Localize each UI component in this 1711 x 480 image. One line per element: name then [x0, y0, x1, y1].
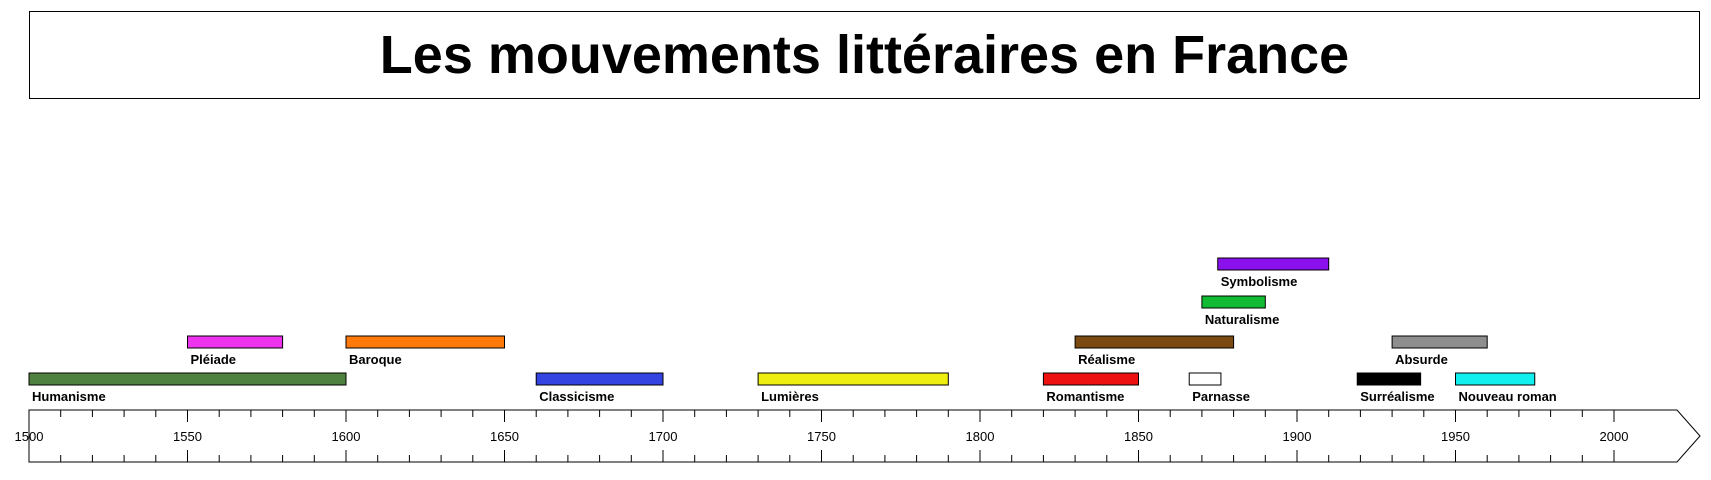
- movement-label: Classicisme: [539, 389, 614, 404]
- movement-label: Humanisme: [32, 389, 106, 404]
- movement-bar: [757, 372, 949, 386]
- movement-absurde: Absurde: [1391, 335, 1488, 367]
- movement-bar: [1188, 372, 1222, 386]
- year-label: 2000: [1600, 429, 1629, 444]
- year-label: 1800: [966, 429, 995, 444]
- timeline-axis: 1500 1550 1600 1650 1700 1750 1800 1850 1900 1950…: [15, 409, 1701, 463]
- year-label: 1550: [173, 429, 202, 444]
- movement-label: Réalisme: [1078, 352, 1135, 367]
- movement-label: Nouveau roman: [1459, 389, 1557, 404]
- year-label: 1900: [1283, 429, 1312, 444]
- movement-label: Symbolisme: [1221, 274, 1298, 289]
- movement-label: Lumières: [761, 389, 819, 404]
- movement-naturalisme: Naturalisme: [1201, 295, 1279, 327]
- movement-parnasse: Parnasse: [1188, 372, 1250, 404]
- year-label: 1700: [649, 429, 678, 444]
- year-label: 1950: [1441, 429, 1470, 444]
- movement-bar: [535, 372, 664, 386]
- movement-bar: [1201, 295, 1266, 309]
- movement-label: Absurde: [1395, 352, 1448, 367]
- movement-label: Naturalisme: [1205, 312, 1279, 327]
- movement-label: Surréalisme: [1360, 389, 1434, 404]
- movement-label: Romantisme: [1046, 389, 1124, 404]
- movement-label: Baroque: [349, 352, 402, 367]
- movement-romantisme: Romantisme: [1042, 372, 1140, 404]
- movement-label: Parnasse: [1192, 389, 1250, 404]
- year-label: 1500: [15, 429, 44, 444]
- movement-bar: [1455, 372, 1536, 386]
- movement-bar: [1074, 335, 1235, 349]
- movement-surrealisme: Surréalisme: [1356, 372, 1435, 404]
- page-title: Les mouvements littéraires en France: [379, 25, 1350, 85]
- movement-bar: [1391, 335, 1488, 349]
- movement-baroque: Baroque: [345, 335, 505, 367]
- movement-humanisme: Humanisme: [28, 372, 347, 404]
- movement-bar: [28, 372, 347, 386]
- movement-symbolisme: Symbolisme: [1217, 257, 1330, 289]
- movement-pleiade: Pléiade: [187, 335, 284, 367]
- year-label: 1600: [332, 429, 361, 444]
- movement-bar: [1217, 257, 1330, 271]
- year-label: 1850: [1124, 429, 1153, 444]
- year-label: 1750: [807, 429, 836, 444]
- movement-bar: [345, 335, 505, 349]
- title-box: Les mouvements littéraires en France: [29, 11, 1700, 99]
- movement-bar: [187, 335, 284, 349]
- movement-label: Pléiade: [191, 352, 237, 367]
- movement-lumieres: Lumières: [757, 372, 949, 404]
- movement-nouveau-roman: Nouveau roman: [1455, 372, 1557, 404]
- movement-bar: [1356, 372, 1422, 386]
- year-label: 1650: [490, 429, 519, 444]
- movement-bars: Humanisme Pléiade Baroque Classicisme Lumièr…: [28, 257, 1557, 404]
- movement-classicisme: Classicisme: [535, 372, 664, 404]
- movement-bar: [1042, 372, 1140, 386]
- movement-realisme: Réalisme: [1074, 335, 1235, 367]
